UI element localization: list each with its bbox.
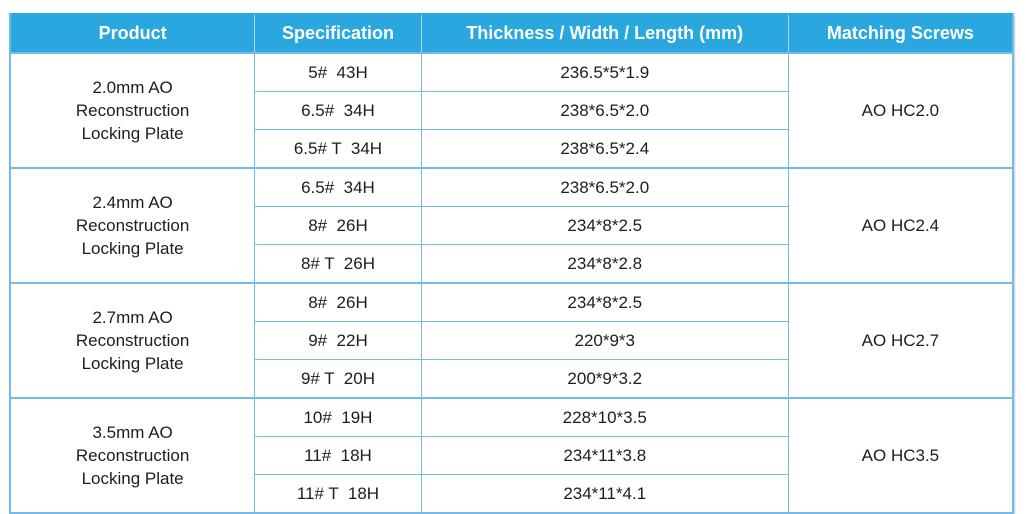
spec-cell: 8# 26H <box>254 206 422 245</box>
size-cell: 238*6.5*2.0 <box>420 91 789 130</box>
spec-cell: 8# 26H <box>254 282 422 322</box>
screws-cell: AO HC3.5 <box>787 397 1014 514</box>
product-cell: 2.0mm AO Reconstruction Locking Plate <box>9 52 256 169</box>
size-cell: 238*6.5*2.0 <box>420 167 789 207</box>
header-row: Product Specification Thickness / Width … <box>9 14 1014 54</box>
table-row: 8# T 26H 234*8*2.8 <box>10 244 1013 284</box>
product-cell: 2.7mm AO Reconstruction Locking Plate <box>9 282 256 399</box>
spec-cell: 10# 19H <box>254 397 422 437</box>
table-row: 2.7mm AO Reconstruction Locking Plate 8#… <box>9 282 1014 399</box>
product-cell: 2.4mm AO Reconstruction Locking Plate <box>9 167 256 284</box>
spec-table-container: Product Specification Thickness / Width … <box>9 13 1014 514</box>
table-row: 11# T 18H 234*11*4.1 <box>10 474 1013 514</box>
size-cell: 220*9*3 <box>420 321 789 360</box>
table-row: 11# 18H 234*11*3.8 <box>10 436 1013 475</box>
spec-cell: 11# 18H <box>254 436 422 475</box>
spec-cell: 11# T 18H <box>254 474 422 514</box>
table-row: 2.4mm AO Reconstruction Locking Plate 6.… <box>9 167 1014 284</box>
spec-table: Product Specification Thickness / Width … <box>9 13 1014 514</box>
col-header-product: Product <box>9 14 255 54</box>
table-row: 3.5mm AO Reconstruction Locking Plate 10… <box>9 397 1014 514</box>
size-cell: 234*11*4.1 <box>420 474 789 514</box>
screws-cell: AO HC2.7 <box>787 282 1014 399</box>
spec-cell: 8# T 26H <box>254 244 422 284</box>
spec-cell: 6.5# T 34H <box>254 129 422 169</box>
spec-cell: 9# T 20H <box>254 359 422 399</box>
spec-cell: 5# 43H <box>254 52 422 92</box>
screws-cell: AO HC2.0 <box>787 52 1014 169</box>
product-cell: 3.5mm AO Reconstruction Locking Plate <box>9 397 256 514</box>
table-row: 6.5# T 34H 238*6.5*2.4 <box>10 129 1013 169</box>
table-row: 9# T 20H 200*9*3.2 <box>10 359 1013 399</box>
table-row: 9# 22H 220*9*3 <box>10 321 1013 360</box>
size-cell: 234*8*2.5 <box>420 282 789 322</box>
col-header-specification: Specification <box>254 14 422 54</box>
screws-cell: AO HC2.4 <box>787 167 1014 284</box>
col-header-thickness-width-length: Thickness / Width / Length (mm) <box>420 14 789 54</box>
size-cell: 234*11*3.8 <box>420 436 789 475</box>
size-cell: 234*8*2.8 <box>420 244 789 284</box>
size-cell: 234*8*2.5 <box>420 206 789 245</box>
table-row: 2.0mm AO Reconstruction Locking Plate 5#… <box>9 52 1014 169</box>
table-row: 6.5# 34H 238*6.5*2.0 <box>10 91 1013 130</box>
col-header-matching-screws: Matching Screws <box>787 14 1014 54</box>
table-row: 8# 26H 234*8*2.5 <box>10 206 1013 245</box>
size-cell: 228*10*3.5 <box>420 397 789 437</box>
size-cell: 238*6.5*2.4 <box>420 129 789 169</box>
spec-cell: 6.5# 34H <box>254 91 422 130</box>
size-cell: 236.5*5*1.9 <box>420 52 789 92</box>
size-cell: 200*9*3.2 <box>420 359 789 399</box>
spec-cell: 6.5# 34H <box>254 167 422 207</box>
spec-cell: 9# 22H <box>254 321 422 360</box>
